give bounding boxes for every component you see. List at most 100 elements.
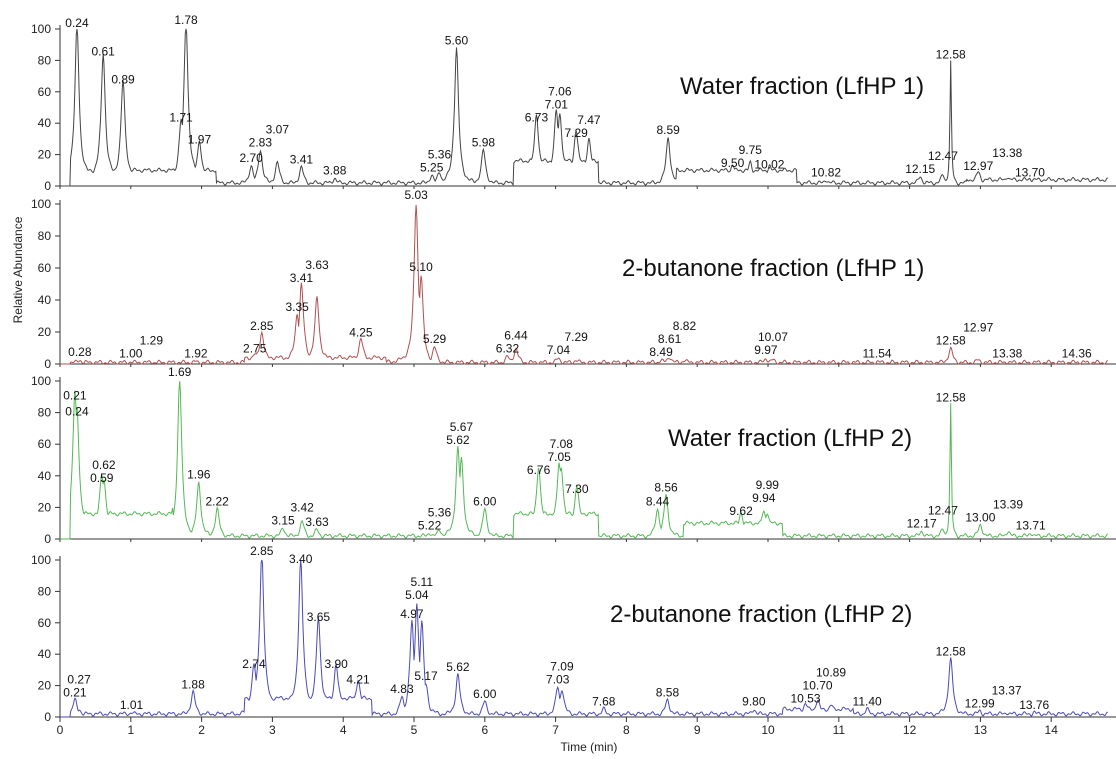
peak-label: 2.85 <box>250 319 274 333</box>
peak-label: 0.24 <box>65 16 89 30</box>
peak-label: 12.58 <box>936 644 966 658</box>
peak-label: 12.99 <box>965 696 995 710</box>
y-tick-label: 40 <box>38 469 52 483</box>
peak-label: 1.88 <box>181 677 205 691</box>
peak-label: 13.71 <box>1016 518 1046 532</box>
peak-label: 8.44 <box>646 495 670 509</box>
peak-label: 2.85 <box>250 544 274 558</box>
peak-label: 9.94 <box>752 491 776 505</box>
peak-label: 10.02 <box>754 157 784 171</box>
peak-label: 7.08 <box>550 437 574 451</box>
peak-label: 12.97 <box>963 159 993 173</box>
fraction-title: Water fraction (LfHP 1) <box>680 73 924 100</box>
y-tick-label: 100 <box>31 197 51 211</box>
peak-label: 12.47 <box>928 149 958 163</box>
peak-label: 9.50 <box>721 156 745 170</box>
peak-label: 12.47 <box>928 504 958 518</box>
peak-label: 13.38 <box>992 346 1022 360</box>
peak-label: 13.00 <box>965 510 995 524</box>
panel-1: 0 20 40 60 80 100 0.240.61 0.89 1.71 1.78 1.97 2.70… <box>31 13 1116 193</box>
peak-label: 5.25 <box>420 161 444 175</box>
peak-label: 1.00 <box>119 346 143 360</box>
x-tick-label: 13 <box>974 723 988 737</box>
peak-label: 10.70 <box>803 679 833 693</box>
x-tick-label: 6 <box>481 723 488 737</box>
y-tick-label: 0 <box>44 710 51 724</box>
panel-3: 0 20 40 60 80 100 0.21 0.24 0.590.62 1.69 1.96 2.22… <box>31 365 1116 546</box>
peak-label: 8.58 <box>656 685 680 699</box>
peak-label: 6.00 <box>473 495 497 509</box>
peak-label: 10.89 <box>816 666 846 680</box>
peak-label: 7.29 <box>564 330 588 344</box>
peak-label: 8.61 <box>658 332 682 346</box>
peak-label: 1.29 <box>140 333 164 347</box>
y-tick-label: 0 <box>44 179 51 193</box>
peak-label: 7.03 <box>546 673 570 687</box>
peak-label: 4.25 <box>349 326 373 340</box>
y-tick-label: 80 <box>38 53 52 67</box>
x-tick-label: 14 <box>1045 723 1059 737</box>
peak-label: 13.70 <box>1015 165 1045 179</box>
peak-label: 13.37 <box>992 683 1022 697</box>
x-tick-label: 2 <box>198 723 205 737</box>
peak-label: 6.00 <box>473 687 497 701</box>
peak-label: 7.06 <box>548 84 572 98</box>
x-tick-label: 9 <box>694 723 701 737</box>
peak-label: 8.56 <box>654 480 678 494</box>
peak-label: 5.22 <box>418 518 442 532</box>
peak-label: 7.09 <box>550 660 574 674</box>
peak-label: 3.42 <box>290 501 314 515</box>
y-tick-label: 0 <box>44 532 51 546</box>
y-tick-label: 80 <box>38 229 52 243</box>
x-tick-label: 5 <box>411 723 418 737</box>
peak-label: 2.83 <box>249 135 273 149</box>
peak-label: 11.54 <box>862 346 891 360</box>
peak-label: 3.63 <box>305 515 329 529</box>
y-tick-label: 100 <box>31 374 51 388</box>
fraction-title: 2-butanone fraction (LfHP 2) <box>610 601 912 628</box>
peak-label: 4.83 <box>390 682 414 696</box>
fraction-title: Water fraction (LfHP 2) <box>668 425 912 452</box>
x-tick-label: 12 <box>903 723 917 737</box>
peak-label: 5.62 <box>446 660 470 674</box>
x-tick-label: 7 <box>552 723 559 737</box>
peak-label: 3.15 <box>271 514 295 528</box>
peak-label: 6.32 <box>496 342 520 356</box>
fraction-title: 2-butanone fraction (LfHP 1) <box>622 255 924 282</box>
peak-label: 0.89 <box>111 73 135 87</box>
peak-label: 12.97 <box>963 321 993 335</box>
y-tick-label: 0 <box>44 357 51 371</box>
peak-label: 9.97 <box>754 343 778 357</box>
peak-label: 2.75 <box>243 342 267 356</box>
peak-label: 4.21 <box>346 673 370 687</box>
x-tick-label: 1 <box>127 723 134 737</box>
y-tick-label: 100 <box>31 22 51 36</box>
chromatogram-trace <box>60 28 1108 187</box>
peak-label: 1.96 <box>187 468 211 482</box>
peak-label: 12.58 <box>936 334 966 348</box>
peak-label: 12.58 <box>936 48 966 62</box>
peak-label: 5.29 <box>423 332 447 346</box>
peak-label: 1.92 <box>184 346 208 360</box>
y-tick-label: 20 <box>38 679 52 693</box>
peak-label: 5.62 <box>446 433 470 447</box>
peak-label: 0.24 <box>65 405 89 419</box>
x-tick-label: 4 <box>340 723 347 737</box>
peak-label: 1.78 <box>174 13 198 27</box>
peak-label: 5.04 <box>405 588 429 602</box>
peak-label: 2.22 <box>205 495 229 509</box>
peak-label: 11.40 <box>853 695 882 709</box>
y-tick-label: 80 <box>38 584 52 598</box>
chromatogram-trace <box>60 559 1108 718</box>
peak-label: 7.47 <box>577 113 601 127</box>
peak-label: 3.41 <box>290 153 314 167</box>
panel-2: 0 20 40 60 80 100 0.28 1.001.29 1.92 2.75 2.85 3.35… <box>31 188 1116 371</box>
y-tick-label: 100 <box>31 553 51 567</box>
x-tick-label: 10 <box>761 723 775 737</box>
peak-label: 8.59 <box>656 123 680 137</box>
peak-label: 3.41 <box>290 271 314 285</box>
peak-label: 5.10 <box>409 260 433 274</box>
peak-label: 12.17 <box>907 517 937 531</box>
x-tick-label: 3 <box>269 723 276 737</box>
